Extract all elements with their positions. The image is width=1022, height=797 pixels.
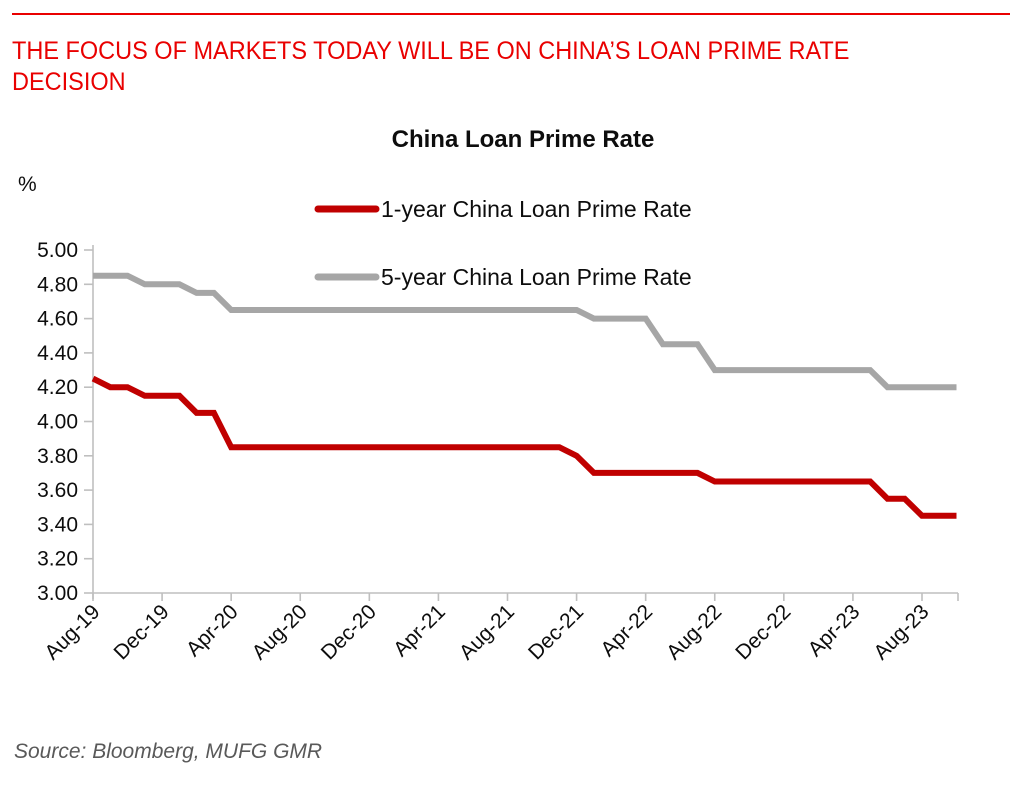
x-tick-label: Aug-22 (662, 600, 726, 664)
x-tick-label: Dec-20 (317, 600, 381, 664)
x-tick-label: Dec-19 (109, 600, 173, 664)
x-tick-label: Aug-23 (869, 600, 933, 664)
chart-title: China Loan Prime Rate (392, 126, 655, 153)
y-tick-label: 3.20 (37, 548, 78, 571)
x-tick-label: Apr-21 (389, 600, 450, 661)
x-tick-label: Apr-22 (596, 600, 657, 661)
top-divider-line (12, 13, 1010, 15)
headline-line-2: DECISION (12, 68, 126, 96)
x-tick-label: Aug-20 (248, 600, 312, 664)
y-tick-label: 3.60 (37, 479, 78, 502)
x-tick-label: Apr-23 (804, 600, 865, 661)
legend-label-1y: 1-year China Loan Prime Rate (381, 196, 692, 222)
legend-label-5y: 5-year China Loan Prime Rate (381, 264, 692, 290)
y-tick-label: 4.00 (37, 411, 78, 434)
y-tick-label: 5.00 (37, 239, 78, 262)
headline: THE FOCUS OF MARKETS TODAY WILL BE ON CH… (12, 36, 1008, 98)
y-tick-label: 4.40 (37, 342, 78, 365)
x-tick-label: Apr-20 (182, 600, 243, 661)
x-tick-label: Aug-21 (455, 600, 519, 664)
y-tick-label: 3.40 (37, 513, 78, 536)
y-tick-label: 3.80 (37, 445, 78, 468)
y-tick-label: 4.80 (37, 273, 78, 296)
x-tick-label: Aug-19 (40, 600, 104, 664)
x-tick-label: Dec-21 (524, 600, 588, 664)
y-tick-label: 4.60 (37, 308, 78, 331)
x-tick-label: Dec-22 (731, 600, 795, 664)
y-axis-unit-label: % (18, 173, 37, 196)
headline-line-1: THE FOCUS OF MARKETS TODAY WILL BE ON CH… (12, 37, 850, 65)
source-note: Source: Bloomberg, MUFG GMR (14, 740, 323, 763)
axes-group: 5.00 4.80 4.60 4.40 4.20 4.00 3.80 3.60 3.40 3.20… (37, 239, 959, 664)
china-lpr-chart: China Loan Prime Rate % 1-year China Loa… (18, 126, 959, 664)
series-line-5y (93, 272, 957, 391)
series-group (91, 272, 957, 519)
series-line-1y (91, 375, 957, 519)
y-tick-label: 3.00 (37, 582, 78, 605)
y-tick-label: 4.20 (37, 376, 78, 399)
